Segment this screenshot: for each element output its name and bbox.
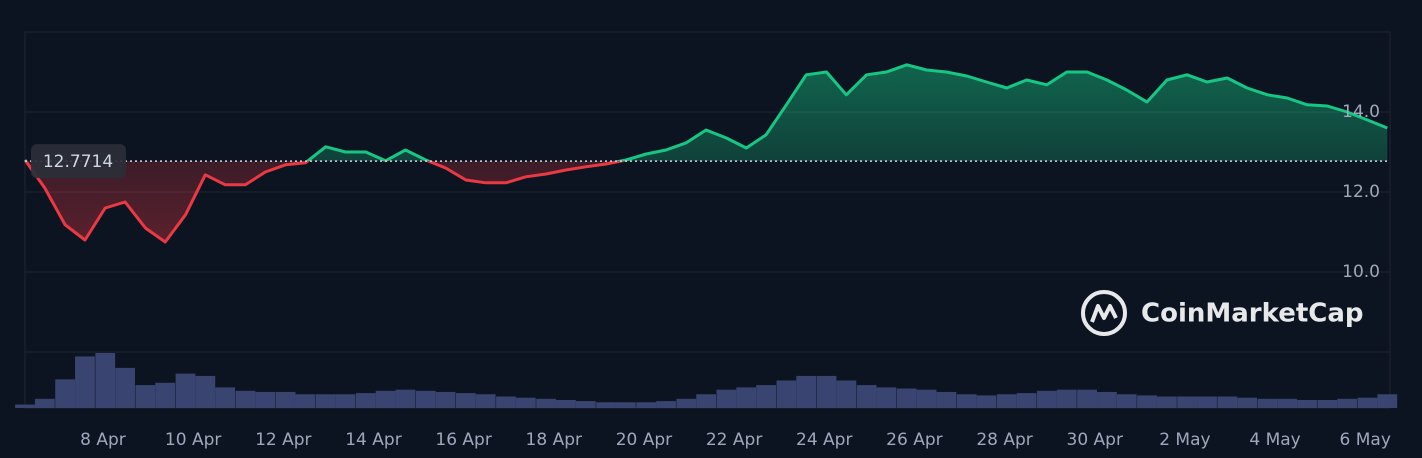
volume-bar bbox=[175, 373, 196, 408]
volume-bar bbox=[736, 387, 757, 408]
x-tick-label: 4 May bbox=[1249, 430, 1300, 450]
volume-bar bbox=[575, 401, 596, 408]
volume-bar bbox=[656, 401, 676, 408]
x-tick-label: 26 Apr bbox=[886, 430, 942, 450]
volume-bar bbox=[1237, 397, 1257, 408]
volume-bar bbox=[155, 382, 176, 408]
volume-bar bbox=[836, 380, 857, 408]
volume-bar bbox=[916, 389, 937, 408]
y-tick-label: 14.0 bbox=[1342, 102, 1380, 122]
x-tick-label: 8 Apr bbox=[80, 430, 126, 450]
baseline-tag bbox=[31, 144, 126, 179]
volume-bar bbox=[415, 390, 436, 408]
x-tick-label: 2 May bbox=[1159, 430, 1210, 450]
volume-bar bbox=[1037, 390, 1057, 408]
area-up bbox=[25, 64, 1388, 162]
y-tick-label: 10.0 bbox=[1342, 262, 1380, 282]
volume-bar bbox=[315, 394, 336, 408]
x-tick-label: 14 Apr bbox=[345, 430, 401, 450]
volume-bar bbox=[976, 395, 997, 408]
volume-bar bbox=[475, 394, 496, 408]
volume-bar bbox=[676, 398, 697, 408]
price-line-up bbox=[23, 63, 1388, 162]
volume-bar bbox=[956, 394, 977, 408]
volume-bar bbox=[435, 391, 456, 408]
volume-bar bbox=[896, 388, 917, 408]
volume-bar bbox=[355, 393, 376, 408]
x-tick-label: 12 Apr bbox=[255, 430, 311, 450]
volume-bar bbox=[1156, 396, 1177, 408]
x-tick-label: 10 Apr bbox=[165, 430, 221, 450]
volume-bar bbox=[1116, 394, 1137, 408]
volume-bar bbox=[996, 394, 1017, 408]
volume-bar bbox=[1257, 398, 1278, 408]
volume-bar bbox=[115, 367, 135, 408]
volume-bar bbox=[936, 391, 957, 408]
volume-bar bbox=[716, 389, 737, 408]
volume-bar bbox=[1056, 389, 1077, 408]
volume-bar bbox=[235, 390, 256, 408]
volume-bar bbox=[135, 385, 156, 408]
volume-bar bbox=[556, 399, 576, 408]
volume-bar bbox=[455, 393, 476, 408]
x-tick-label: 22 Apr bbox=[706, 430, 762, 450]
volume-bar bbox=[596, 402, 616, 408]
y-tick-label: 12.0 bbox=[1342, 182, 1380, 202]
volume-bar bbox=[1137, 395, 1157, 408]
volume-bar bbox=[1297, 399, 1317, 408]
volume-bar bbox=[1317, 399, 1338, 408]
x-tick-label: 6 May bbox=[1340, 430, 1391, 450]
volume-bar bbox=[1016, 393, 1037, 408]
volume-bar bbox=[195, 375, 216, 408]
area-down bbox=[25, 161, 1388, 242]
volume-bar bbox=[816, 375, 837, 408]
volume-bar bbox=[75, 356, 95, 408]
volume-bar bbox=[275, 391, 296, 408]
volume-bar bbox=[295, 394, 316, 408]
price-line-down bbox=[23, 161, 628, 244]
volume-bar bbox=[1357, 397, 1378, 408]
logo bbox=[1081, 290, 1127, 336]
volume-bar bbox=[776, 380, 797, 408]
volume-bar bbox=[95, 353, 116, 408]
x-tick-label: 20 Apr bbox=[616, 430, 672, 450]
volume-bar bbox=[55, 379, 76, 408]
volume-bar bbox=[496, 396, 516, 408]
volume-bar bbox=[1337, 398, 1358, 408]
volume-bar bbox=[616, 402, 636, 408]
volume-bar bbox=[876, 387, 897, 408]
x-tick-label: 24 Apr bbox=[796, 430, 852, 450]
volume-bar bbox=[696, 394, 717, 408]
volume-bar bbox=[215, 387, 236, 408]
baseline-label: 12.7714 bbox=[43, 152, 113, 172]
volume-bar bbox=[1077, 389, 1097, 408]
volume-bar bbox=[255, 391, 276, 408]
volume-bar bbox=[395, 389, 416, 408]
volume-bar bbox=[796, 375, 817, 408]
logo-mark bbox=[1090, 304, 1118, 323]
watermark-text: CoinMarketCap bbox=[1141, 299, 1364, 329]
volume-bar bbox=[1097, 391, 1117, 408]
watermark: CoinMarketCap bbox=[1081, 290, 1364, 336]
volume-bar bbox=[1277, 398, 1298, 408]
volume-bar bbox=[1177, 396, 1198, 408]
x-tick-label: 16 Apr bbox=[435, 430, 491, 450]
volume-bar bbox=[1217, 396, 1238, 408]
volume-bar bbox=[856, 385, 877, 408]
volume-bar bbox=[1377, 394, 1398, 408]
volume-bar bbox=[515, 397, 536, 408]
volume-bar bbox=[756, 385, 776, 408]
x-tick-label: 28 Apr bbox=[976, 430, 1032, 450]
volume-bar bbox=[34, 398, 55, 408]
x-tick-label: 30 Apr bbox=[1067, 430, 1123, 450]
volume-bar bbox=[335, 394, 356, 408]
volume-bar bbox=[375, 390, 396, 408]
x-tick-label: 18 Apr bbox=[526, 430, 582, 450]
volume-bar bbox=[636, 402, 657, 408]
volume-bar bbox=[536, 398, 557, 408]
volume-bar bbox=[1197, 396, 1217, 408]
volume-bar bbox=[15, 404, 35, 408]
